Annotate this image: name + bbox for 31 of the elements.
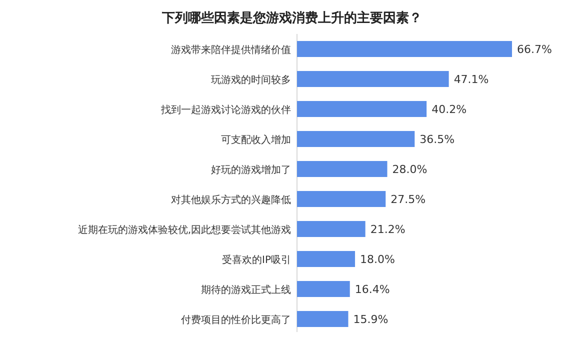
y-tick-label: 受喜欢的IP吸引	[222, 254, 291, 266]
y-tick-label: 期待的游戏正式上线	[201, 284, 291, 296]
bar	[297, 281, 350, 297]
data-label: 47.1%	[454, 73, 489, 86]
data-label: 36.5%	[420, 133, 455, 146]
bar	[297, 101, 427, 117]
chart-title: 下列哪些因素是您游戏消费上升的主要因素？	[161, 10, 422, 26]
y-tick-label: 对其他娱乐方式的兴趣降低	[171, 194, 291, 206]
bar	[297, 251, 356, 267]
bar	[297, 161, 388, 177]
data-label: 27.5%	[390, 193, 426, 206]
data-label: 18.0%	[360, 253, 395, 266]
data-label: 40.2%	[432, 103, 467, 116]
y-tick-label: 玩游戏的时间较多	[211, 74, 291, 86]
bar	[297, 71, 449, 87]
data-label: 28.0%	[392, 163, 428, 176]
y-tick-label: 付费项目的性价比更高了	[181, 314, 291, 326]
y-tick-label: 找到一起游戏讨论游戏的伙伴	[160, 104, 291, 116]
y-tick-label: 可支配收入增加	[221, 134, 291, 146]
bar	[297, 311, 348, 327]
y-tick-label: 好玩的游戏增加了	[211, 164, 291, 176]
data-label: 21.2%	[370, 223, 406, 236]
data-label: 66.7%	[517, 43, 552, 56]
data-label: 15.9%	[353, 313, 388, 326]
bar	[297, 191, 386, 207]
y-tick-label: 游戏带来陪伴提供情绪价值	[171, 44, 291, 56]
bar	[297, 221, 366, 237]
y-tick-label: 近期在玩的游戏体验较优,因此想要尝试其他游戏	[78, 224, 291, 236]
data-label: 16.4%	[354, 283, 390, 296]
bar	[297, 131, 415, 147]
bar	[297, 41, 512, 57]
